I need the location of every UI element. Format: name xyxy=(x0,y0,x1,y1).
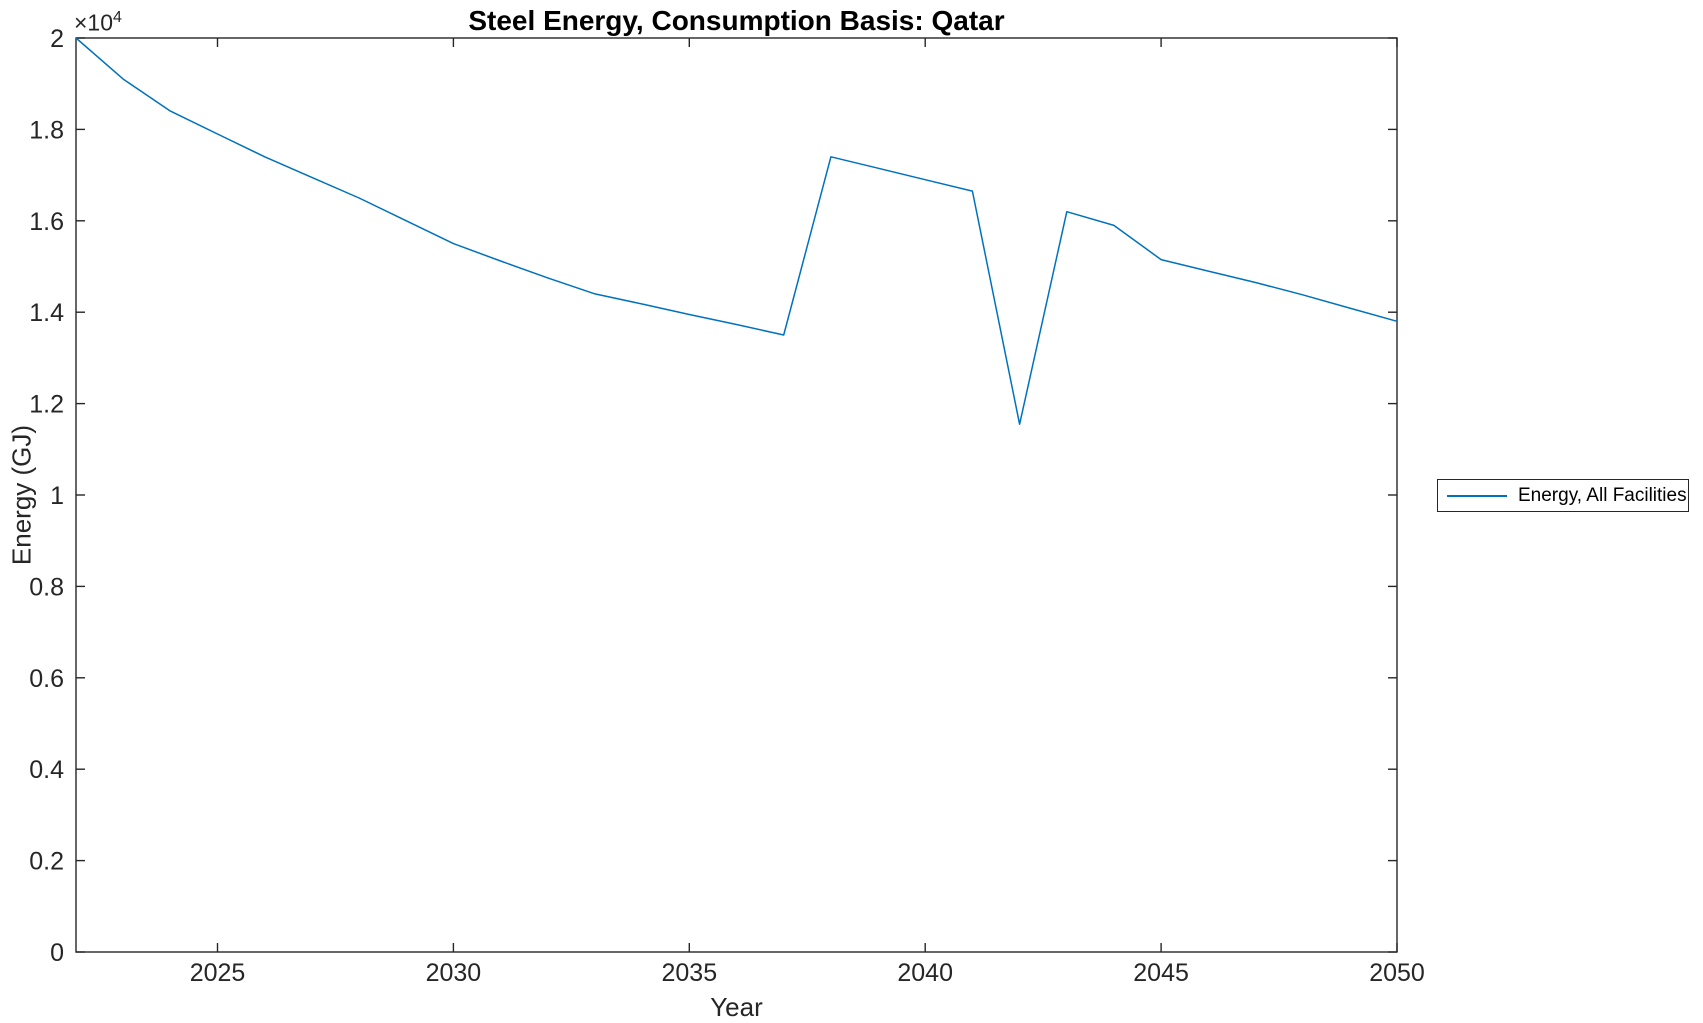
x-tick-label: 2025 xyxy=(190,959,246,987)
x-tick-label: 2040 xyxy=(897,959,953,987)
axes-box xyxy=(75,37,1398,953)
y-tick-label: 1.8 xyxy=(29,116,64,144)
y-tick-label: 1 xyxy=(50,482,64,510)
y-tick-label: 0.8 xyxy=(29,573,64,601)
legend-line-sample xyxy=(1447,494,1507,497)
y-tick-label: 0.2 xyxy=(29,848,64,876)
y-axis-multiplier-base: ×10 xyxy=(74,9,114,36)
x-tick-label: 2050 xyxy=(1369,959,1425,987)
chart-title: Steel Energy, Consumption Basis: Qatar xyxy=(468,5,1005,36)
y-tick-label: 0.4 xyxy=(29,756,64,784)
x-tick-label: 2030 xyxy=(426,959,482,987)
y-axis-multiplier-exponent: 4 xyxy=(113,9,122,26)
y-axis-multiplier: ×104 xyxy=(74,9,122,37)
legend-entry-label: Energy, All Facilities xyxy=(1518,484,1687,506)
x-tick-label: 2045 xyxy=(1133,959,1189,987)
y-tick-label: 0 xyxy=(50,939,64,967)
y-tick-label: 2 xyxy=(50,25,64,53)
y-tick-label: 1.2 xyxy=(29,391,64,419)
data-line xyxy=(75,37,1398,425)
y-tick-label: 1.4 xyxy=(29,299,64,327)
y-tick-label: 0.6 xyxy=(29,665,64,693)
legend: Energy, All Facilities xyxy=(1437,479,1689,512)
x-axis-label: Year xyxy=(710,992,763,1022)
y-tick-label: 1.6 xyxy=(29,208,64,236)
x-tick-label: 2035 xyxy=(661,959,717,987)
